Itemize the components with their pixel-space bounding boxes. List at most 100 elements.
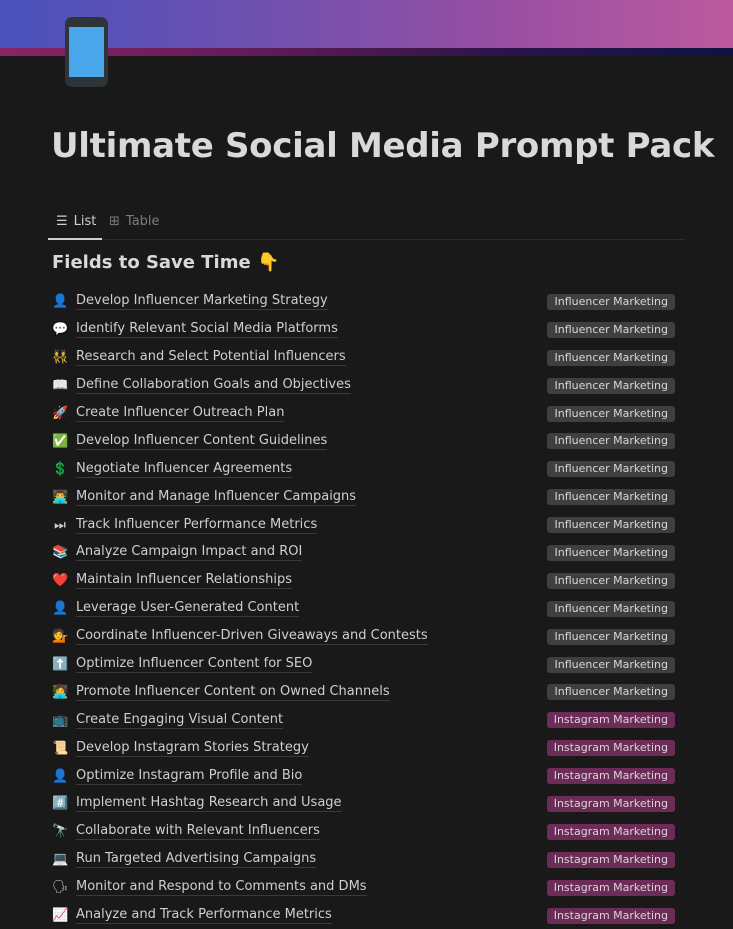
category-tag: Influencer Marketing bbox=[547, 349, 675, 366]
cover-edge bbox=[0, 48, 733, 56]
list-item-title[interactable]: Run Targeted Advertising Campaigns bbox=[76, 851, 317, 869]
list-view: 👤 Develop Influencer Marketing Strategy In… bbox=[52, 288, 677, 929]
category-tag: Influencer Marketing bbox=[547, 433, 675, 450]
cover-image bbox=[0, 0, 733, 48]
table-icon: ⊞ bbox=[109, 214, 120, 229]
list-item-title[interactable]: Maintain Influencer Relationships bbox=[76, 572, 293, 590]
row-emoji-icon: 👯 bbox=[52, 350, 69, 366]
list-item-title[interactable]: Collaborate with Relevant Influencers bbox=[76, 823, 320, 841]
list-item-title[interactable]: Promote Influencer Content on Owned Chan… bbox=[76, 683, 390, 701]
list-item[interactable]: ⬆️ Optimize Influencer Content for SEO Inf… bbox=[52, 651, 677, 679]
category-tag: Influencer Marketing bbox=[547, 293, 675, 310]
row-emoji-icon: 📚 bbox=[52, 545, 69, 561]
category-tag: Instagram Marketing bbox=[546, 795, 675, 812]
view-tabs: ☰ List ⊞ Table bbox=[47, 206, 685, 240]
list-item[interactable]: 👨‍💻 Monitor and Manage Influencer Campaig… bbox=[52, 483, 677, 511]
list-item-title[interactable]: Analyze Campaign Impact and ROI bbox=[76, 544, 303, 562]
row-emoji-icon: 🔭 bbox=[52, 824, 69, 840]
row-emoji-icon: 👤 bbox=[52, 601, 69, 617]
list-item-title[interactable]: Define Collaboration Goals and Objective… bbox=[76, 377, 351, 395]
row-emoji-icon: ⏭ bbox=[54, 517, 66, 533]
category-tag: Instagram Marketing bbox=[546, 768, 675, 785]
list-item[interactable]: 🗣 Monitor and Respond to Comments and DMs… bbox=[52, 874, 677, 902]
list-item-title[interactable]: Develop Instagram Stories Strategy bbox=[76, 739, 309, 757]
list-item[interactable]: 📖 Define Collaboration Goals and Objectiv… bbox=[52, 372, 677, 400]
list-item[interactable]: 💬 Identify Relevant Social Media Platform… bbox=[52, 316, 677, 344]
list-item[interactable]: ⏭ Track Influencer Performance Metrics Inf… bbox=[52, 511, 677, 539]
row-emoji-icon: 👤 bbox=[52, 294, 69, 310]
category-tag: Instagram Marketing bbox=[546, 740, 675, 757]
category-tag: Influencer Marketing bbox=[547, 517, 675, 534]
category-tag: Instagram Marketing bbox=[546, 712, 675, 729]
category-tag: Instagram Marketing bbox=[546, 851, 675, 868]
list-item-title[interactable]: Leverage User-Generated Content bbox=[76, 600, 300, 618]
list-item[interactable]: 👩‍💻 Promote Influencer Content on Owned C… bbox=[52, 678, 677, 706]
list-item[interactable]: 📺 Create Engaging Visual Content Instagram… bbox=[52, 706, 677, 734]
row-emoji-icon: ✅ bbox=[52, 433, 69, 449]
list-item[interactable]: 📜 Develop Instagram Stories Strategy Insta… bbox=[52, 734, 677, 762]
row-emoji-icon: 💻 bbox=[52, 852, 69, 868]
tab-list-label: List bbox=[73, 214, 97, 229]
list-item[interactable]: 📚 Analyze Campaign Impact and ROI Influenc… bbox=[52, 539, 677, 567]
list-item-title[interactable]: Coordinate Influencer-Driven Giveaways a… bbox=[76, 628, 428, 646]
list-item[interactable]: ❤️ Maintain Influencer Relationships Influ… bbox=[52, 567, 677, 595]
row-emoji-icon: 👩‍💻 bbox=[52, 684, 69, 700]
section-heading: Fields to Save Time 👇 bbox=[52, 252, 279, 273]
list-item-title[interactable]: Develop Influencer Marketing Strategy bbox=[76, 293, 328, 311]
row-emoji-icon: ❤️ bbox=[52, 573, 69, 589]
row-emoji-icon: 📖 bbox=[52, 378, 69, 394]
list-item-title[interactable]: Monitor and Respond to Comments and DMs bbox=[76, 879, 367, 897]
category-tag: Influencer Marketing bbox=[547, 656, 675, 673]
tab-list[interactable]: ☰ List bbox=[47, 214, 103, 240]
category-tag: Influencer Marketing bbox=[547, 321, 675, 338]
row-emoji-icon: 👤 bbox=[52, 768, 69, 784]
row-emoji-icon: 📜 bbox=[52, 740, 69, 756]
category-tag: Influencer Marketing bbox=[547, 405, 675, 422]
row-emoji-icon: 💲 bbox=[52, 461, 69, 477]
list-item-title[interactable]: Analyze and Track Performance Metrics bbox=[76, 907, 332, 925]
page-title: Ultimate Social Media Prompt Pack bbox=[51, 126, 715, 166]
list-item[interactable]: ✅ Develop Influencer Content Guidelines In… bbox=[52, 427, 677, 455]
list-item[interactable]: 👤 Leverage User-Generated Content Influenc… bbox=[52, 595, 677, 623]
row-emoji-icon: ⬆️ bbox=[52, 657, 69, 673]
category-tag: Influencer Marketing bbox=[547, 684, 675, 701]
list-item[interactable]: 👤 Optimize Instagram Profile and Bio Insta… bbox=[52, 762, 677, 790]
list-item-title[interactable]: Research and Select Potential Influencer… bbox=[76, 349, 346, 367]
list-item-title[interactable]: Create Engaging Visual Content bbox=[76, 711, 284, 729]
row-emoji-icon: 🚀 bbox=[52, 406, 69, 421]
tab-table[interactable]: ⊞ Table bbox=[109, 214, 160, 229]
list-item[interactable]: #️⃣ Implement Hashtag Research and Usage I… bbox=[52, 790, 677, 818]
list-item[interactable]: 👤 Develop Influencer Marketing Strategy In… bbox=[52, 288, 677, 316]
list-item[interactable]: 👯 Research and Select Potential Influence… bbox=[52, 344, 677, 372]
list-item-title[interactable]: Negotiate Influencer Agreements bbox=[76, 460, 293, 478]
list-item-title[interactable]: Optimize Influencer Content for SEO bbox=[76, 656, 313, 674]
list-item-title[interactable]: Monitor and Manage Influencer Campaigns bbox=[76, 488, 357, 506]
row-emoji-icon: 📈 bbox=[52, 908, 69, 924]
list-item[interactable]: 💻 Run Targeted Advertising Campaigns Insta… bbox=[52, 846, 677, 874]
category-tag: Influencer Marketing bbox=[547, 461, 675, 478]
list-item[interactable]: 💲 Negotiate Influencer Agreements Influenc… bbox=[52, 455, 677, 483]
row-emoji-icon: #️⃣ bbox=[52, 796, 69, 812]
list-item[interactable]: 🔭 Collaborate with Relevant Influencers In… bbox=[52, 818, 677, 846]
row-emoji-icon: 💁 bbox=[52, 629, 69, 645]
list-item[interactable]: 🚀 Create Influencer Outreach Plan Influenc… bbox=[52, 400, 677, 428]
list-item-title[interactable]: Create Influencer Outreach Plan bbox=[76, 405, 285, 422]
list-item-title[interactable]: Develop Influencer Content Guidelines bbox=[76, 432, 328, 450]
list-item-title[interactable]: Track Influencer Performance Metrics bbox=[76, 516, 318, 534]
category-tag: Influencer Marketing bbox=[547, 572, 675, 589]
list-item-title[interactable]: Implement Hashtag Research and Usage bbox=[76, 795, 342, 813]
list-item-title[interactable]: Identify Relevant Social Media Platforms bbox=[76, 321, 338, 339]
tab-table-label: Table bbox=[125, 214, 160, 229]
category-tag: Influencer Marketing bbox=[547, 600, 675, 617]
category-tag: Instagram Marketing bbox=[546, 907, 675, 924]
row-emoji-icon: 📺 bbox=[52, 712, 69, 728]
category-tag: Instagram Marketing bbox=[546, 879, 675, 896]
mobile-phone-icon[interactable] bbox=[65, 17, 108, 87]
list-item[interactable]: 💁 Coordinate Influencer-Driven Giveaways … bbox=[52, 623, 677, 651]
category-tag: Influencer Marketing bbox=[547, 628, 675, 645]
list-item[interactable]: 📈 Analyze and Track Performance Metrics In… bbox=[52, 902, 677, 929]
row-emoji-icon: 💬 bbox=[52, 322, 69, 338]
list-item-title[interactable]: Optimize Instagram Profile and Bio bbox=[76, 767, 303, 785]
list-icon: ☰ bbox=[56, 214, 68, 229]
section-title: Fields to Save Time bbox=[52, 252, 251, 273]
